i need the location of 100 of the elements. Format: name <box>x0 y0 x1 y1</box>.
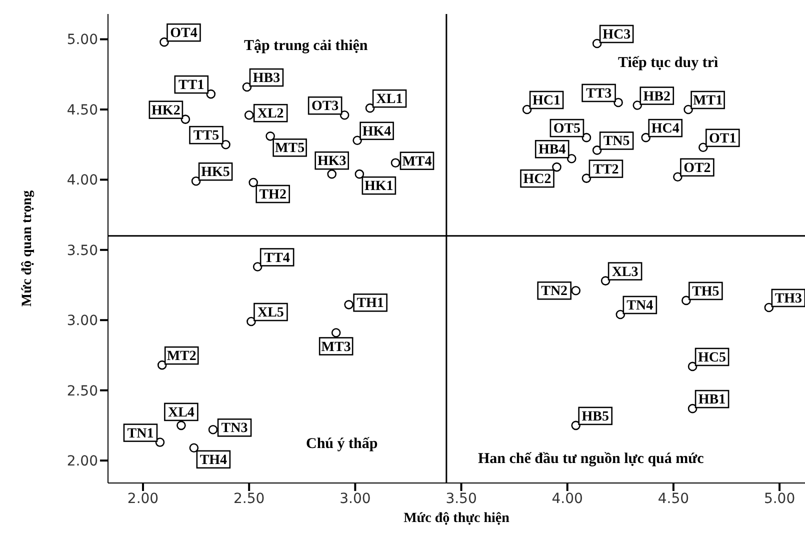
data-label: MT5 <box>275 141 305 156</box>
point <box>176 420 186 430</box>
x-tick-label: 3.00 <box>340 490 371 507</box>
data-label: TT5 <box>193 128 220 144</box>
point <box>252 262 262 272</box>
x-axis-title: Mức độ thực hiện <box>402 510 510 528</box>
point <box>155 438 165 447</box>
data-label: TH5 <box>692 284 720 300</box>
point <box>616 310 626 320</box>
data-label: HC2 <box>523 172 552 188</box>
point <box>673 172 682 182</box>
x-tick-label: 4.50 <box>658 490 690 507</box>
data-label: HB2 <box>643 89 670 104</box>
y-axis-title: Mức độ quan trọng <box>20 190 35 307</box>
data-label: TH3 <box>774 291 802 306</box>
data-label: TH4 <box>200 452 228 468</box>
point <box>688 404 698 414</box>
data-label: XL1 <box>376 92 403 108</box>
data-label: TN4 <box>626 298 654 314</box>
data-label: XL2 <box>257 106 284 122</box>
point <box>206 89 216 99</box>
point <box>698 142 708 152</box>
data-label: TT1 <box>178 78 204 94</box>
point <box>552 162 562 172</box>
point <box>248 178 258 188</box>
data-label: HC5 <box>698 350 726 366</box>
point <box>221 140 230 150</box>
point <box>582 132 592 142</box>
data-label: TH1 <box>356 296 384 312</box>
data-label: TN1 <box>127 426 154 442</box>
point <box>592 146 602 155</box>
data-label: MT4 <box>402 154 432 170</box>
y-tick-label: 5.00 <box>66 32 98 48</box>
data-label: OT5 <box>553 122 581 137</box>
x-tick-label: 3.50 <box>446 490 477 507</box>
point <box>340 110 350 120</box>
annotation: Tập trung cải thiện <box>244 38 368 55</box>
point <box>764 302 774 312</box>
data-label: XL3 <box>612 264 638 280</box>
point <box>327 169 336 179</box>
data-label: HC3 <box>602 27 631 42</box>
y-tick-label: 2.50 <box>66 383 98 400</box>
data-label: OT3 <box>311 99 339 114</box>
point <box>682 296 691 306</box>
point <box>522 104 532 114</box>
point <box>242 82 252 92</box>
y-tick-label: 3.00 <box>66 313 98 330</box>
point <box>592 38 602 48</box>
y-tick-label: 3.50 <box>66 242 98 259</box>
x-tick-label: 2.00 <box>127 490 159 507</box>
point <box>390 158 400 168</box>
data-label: OT2 <box>684 160 711 176</box>
point <box>688 362 698 372</box>
point <box>157 360 167 370</box>
data-label: MT1 <box>693 93 723 108</box>
point <box>189 443 199 453</box>
point <box>614 98 623 108</box>
data-label: HK2 <box>152 103 180 118</box>
data-label: HK1 <box>364 179 394 194</box>
data-label: HB3 <box>252 71 280 86</box>
annotation: Han chế đầu tư nguồn lực quá mức <box>478 451 704 468</box>
point <box>352 136 362 146</box>
y-tick-label: 4.50 <box>66 102 98 118</box>
data-label: MT3 <box>321 340 351 355</box>
y-tick-label: 2.00 <box>66 454 98 470</box>
data-label: TT3 <box>586 86 612 102</box>
point <box>641 132 651 142</box>
annotation: Tiếp tục duy trì <box>618 55 718 72</box>
data-label: TN5 <box>603 134 630 150</box>
data-label: TN3 <box>221 421 248 436</box>
point <box>160 37 169 47</box>
point <box>632 100 642 110</box>
data-label: OT4 <box>170 26 198 42</box>
data-label: TT2 <box>593 162 619 178</box>
data-label: HB4 <box>538 142 566 158</box>
data-label: HK3 <box>317 154 346 170</box>
point <box>600 276 610 286</box>
point <box>344 300 354 310</box>
point <box>191 176 201 186</box>
data-label: TT4 <box>264 250 290 266</box>
point <box>244 110 254 120</box>
data-label: HK4 <box>362 124 392 140</box>
data-label: HK5 <box>201 165 230 180</box>
data-label: XL5 <box>257 306 284 321</box>
x-tick-label: 4.00 <box>552 490 583 507</box>
x-tick-label: 5.00 <box>764 490 796 507</box>
data-label: HC1 <box>532 93 561 108</box>
data-label: HB1 <box>698 392 726 408</box>
point <box>365 103 375 113</box>
data-label: HB5 <box>582 409 609 424</box>
point <box>684 104 693 114</box>
data-label: HC4 <box>651 122 680 137</box>
annotation: Chú ý thấp <box>306 436 378 453</box>
point <box>571 286 580 296</box>
point <box>582 174 592 183</box>
point <box>246 316 256 326</box>
point <box>331 328 341 338</box>
point <box>354 169 364 179</box>
data-label: TH2 <box>259 188 286 203</box>
data-label: OT1 <box>709 131 736 146</box>
